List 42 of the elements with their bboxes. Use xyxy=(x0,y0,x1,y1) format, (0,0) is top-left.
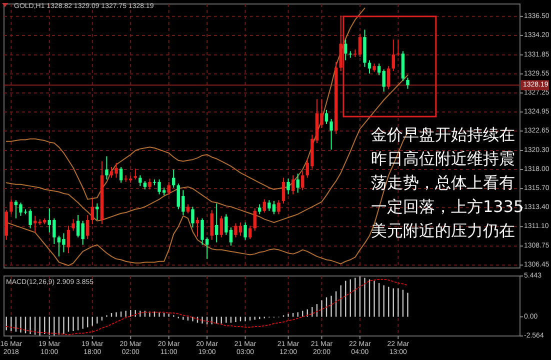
candlestick xyxy=(291,174,295,195)
candlestick xyxy=(105,156,108,180)
annotation: 美元附近的压力仍在 xyxy=(371,221,515,240)
candlestick xyxy=(296,173,300,194)
candlestick xyxy=(348,50,352,58)
candlestick xyxy=(148,178,152,190)
candlestick xyxy=(4,210,8,240)
annotation: 荡走势，总体上看有 xyxy=(371,173,515,192)
candlestick xyxy=(244,222,247,240)
candlestick xyxy=(301,170,304,191)
candlestick xyxy=(262,198,266,214)
line-series xyxy=(6,278,408,336)
candlestick xyxy=(277,200,280,215)
candlestick xyxy=(339,15,342,72)
annotation: 金价早盘开始持续在 xyxy=(371,125,515,144)
candlestick xyxy=(286,178,290,195)
candlestick xyxy=(344,39,348,61)
candlestick xyxy=(406,77,410,90)
candlestick xyxy=(119,166,123,184)
candlestick xyxy=(215,202,218,243)
candlestick xyxy=(392,39,395,72)
candlestick xyxy=(72,218,75,232)
candlestick xyxy=(387,66,390,90)
candlestick xyxy=(191,206,194,228)
candlestick xyxy=(282,177,286,204)
candlestick xyxy=(134,168,137,180)
candlestick xyxy=(90,198,94,225)
candlestick xyxy=(330,118,333,150)
candlestick xyxy=(324,109,328,124)
candlestick xyxy=(220,215,223,238)
candlestick xyxy=(258,204,262,215)
candlestick xyxy=(253,208,256,232)
candlestick xyxy=(196,217,200,238)
candlestick xyxy=(248,225,252,240)
candlestick xyxy=(10,198,13,215)
candlestick xyxy=(167,181,170,196)
candlestick xyxy=(66,225,70,254)
candlestick xyxy=(86,214,90,240)
candlestick xyxy=(138,174,142,187)
line-series xyxy=(6,8,366,200)
candlestick xyxy=(210,210,214,240)
candlestick xyxy=(396,39,400,57)
